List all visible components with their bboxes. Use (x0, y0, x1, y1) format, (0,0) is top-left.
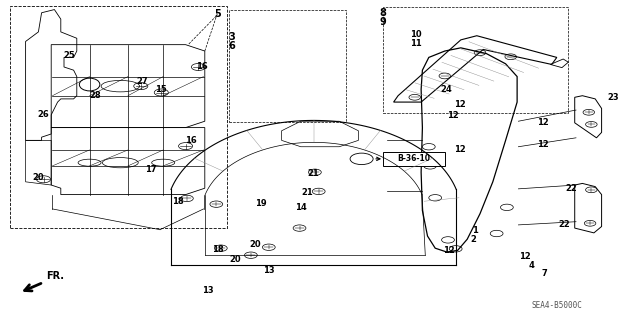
Text: 13: 13 (263, 266, 275, 275)
FancyBboxPatch shape (383, 152, 445, 166)
Text: 13: 13 (202, 286, 214, 295)
Text: 22: 22 (565, 184, 577, 193)
Text: FR.: FR. (46, 271, 64, 281)
Text: SEA4-B5000C: SEA4-B5000C (531, 301, 582, 310)
Text: 2: 2 (470, 235, 477, 244)
Text: 21: 21 (308, 169, 319, 178)
Text: 3: 3 (228, 32, 235, 42)
Text: 24: 24 (441, 85, 452, 94)
Text: 4: 4 (528, 261, 534, 270)
Text: 5: 5 (214, 9, 221, 19)
Text: 12: 12 (447, 111, 459, 120)
Text: 1: 1 (472, 226, 478, 235)
Text: 20: 20 (230, 255, 241, 263)
Text: 18: 18 (172, 197, 184, 206)
Text: 18: 18 (212, 245, 223, 254)
Text: 20: 20 (32, 173, 44, 182)
Text: B-36-10: B-36-10 (397, 154, 431, 163)
Text: 12: 12 (537, 140, 548, 149)
Text: 16: 16 (185, 136, 196, 145)
Text: 19: 19 (255, 199, 267, 208)
Text: 28: 28 (89, 91, 100, 100)
Text: 25: 25 (63, 51, 75, 60)
Text: 12: 12 (454, 100, 465, 109)
Text: 9: 9 (380, 17, 386, 27)
Text: 8: 8 (380, 8, 386, 18)
Text: 11: 11 (410, 39, 422, 48)
Text: 15: 15 (156, 85, 167, 94)
Text: 21: 21 (301, 188, 313, 197)
Text: 12: 12 (519, 252, 531, 261)
Text: 17: 17 (145, 165, 157, 174)
Text: 27: 27 (136, 77, 148, 86)
Text: 16: 16 (196, 63, 207, 71)
Text: 23: 23 (607, 93, 619, 102)
Text: 22: 22 (559, 220, 570, 229)
Text: 14: 14 (295, 204, 307, 212)
Text: 12: 12 (454, 145, 465, 154)
Text: 20: 20 (249, 240, 260, 249)
Text: 7: 7 (541, 269, 547, 278)
Text: 6: 6 (228, 41, 235, 51)
Text: 12: 12 (444, 246, 455, 255)
Text: 26: 26 (38, 110, 49, 119)
Text: 12: 12 (537, 118, 548, 127)
Text: 10: 10 (410, 30, 422, 39)
